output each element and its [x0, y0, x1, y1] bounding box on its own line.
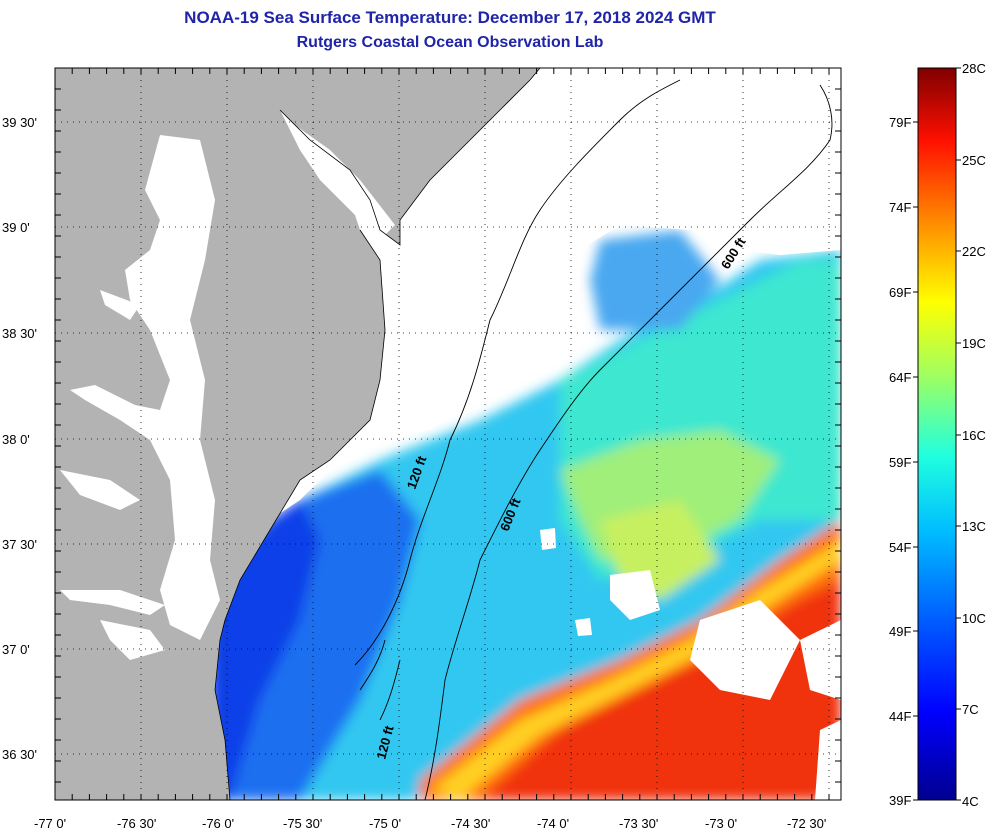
colorbar-f-label: 79F	[889, 115, 911, 130]
latitude-labels: 39 30' 39 0' 38 30' 38 0' 37 30' 37 0' 3…	[2, 115, 37, 762]
contour-120ft-detail	[359, 639, 401, 721]
colorbar-f-label: 74F	[889, 200, 911, 215]
graticule	[55, 68, 841, 800]
colorbar-f-label: 54F	[889, 540, 911, 555]
colorbar-c-label: 22C	[962, 244, 986, 259]
colorbar-f-label: 59F	[889, 455, 911, 470]
contour-120ft	[354, 79, 681, 666]
colorbar-f-label: 49F	[889, 624, 911, 639]
colorbar-ticks	[913, 67, 961, 801]
colorbar-c-label: 7C	[962, 702, 979, 717]
colorbar-c-label: 19C	[962, 336, 986, 351]
lat-label: 36 30'	[2, 747, 37, 762]
cloud-patches	[540, 528, 841, 800]
colorbar-c-label: 13C	[962, 519, 986, 534]
lat-label: 39 30'	[2, 115, 37, 130]
contour-600ft	[424, 84, 833, 800]
colorbar-c-label: 25C	[962, 153, 986, 168]
colorbar-f-label: 69F	[889, 285, 911, 300]
lon-label: -77 0'	[34, 816, 66, 831]
lon-label: -76 0'	[202, 816, 234, 831]
colorbar-f-label: 44F	[889, 709, 911, 724]
bathymetry-contours	[354, 79, 833, 800]
longitude-labels: -77 0' -76 30' -76 0' -75 30' -75 0' -74…	[34, 816, 826, 831]
colorbar-c-label: 4C	[962, 794, 979, 809]
colorbar-celsius-labels: 28C 25C 22C 19C 16C 13C 10C 7C 4C	[962, 61, 986, 809]
map-title: NOAA-19 Sea Surface Temperature: Decembe…	[184, 8, 716, 27]
colorbar-f-label: 64F	[889, 370, 911, 385]
colorbar-c-label: 28C	[962, 61, 986, 76]
lon-label: -75 30'	[283, 816, 322, 831]
colorbar-fahrenheit-labels: 79F 74F 69F 64F 59F 54F 49F 44F 39F	[889, 115, 911, 808]
axis-ticks	[54, 67, 841, 800]
map-area: 120 ft 120 ft 600 ft 600 ft	[55, 68, 841, 800]
colorbar-gradient	[917, 67, 957, 801]
lon-label: -73 0'	[705, 816, 737, 831]
lon-label: -74 30'	[451, 816, 490, 831]
lon-label: -73 30'	[619, 816, 658, 831]
lat-label: 39 0'	[2, 220, 30, 235]
lon-label: -72 30'	[787, 816, 826, 831]
colorbar-c-label: 10C	[962, 611, 986, 626]
colorbar: 79F 74F 69F 64F 59F 54F 49F 44F 39F 28C …	[889, 61, 986, 809]
lat-label: 37 30'	[2, 537, 37, 552]
map-frame	[54, 67, 842, 801]
lon-label: -74 0'	[537, 816, 569, 831]
bays	[60, 118, 395, 660]
colorbar-f-label: 39F	[889, 793, 911, 808]
map-subtitle: Rutgers Coastal Ocean Observation Lab	[296, 34, 604, 51]
colorbar-c-label: 16C	[962, 428, 986, 443]
lat-label: 38 30'	[2, 326, 37, 341]
lon-label: -75 0'	[369, 816, 401, 831]
lat-label: 37 0'	[2, 642, 30, 657]
coastline	[214, 68, 541, 800]
lat-label: 38 0'	[2, 432, 30, 447]
lon-label: -76 30'	[117, 816, 156, 831]
